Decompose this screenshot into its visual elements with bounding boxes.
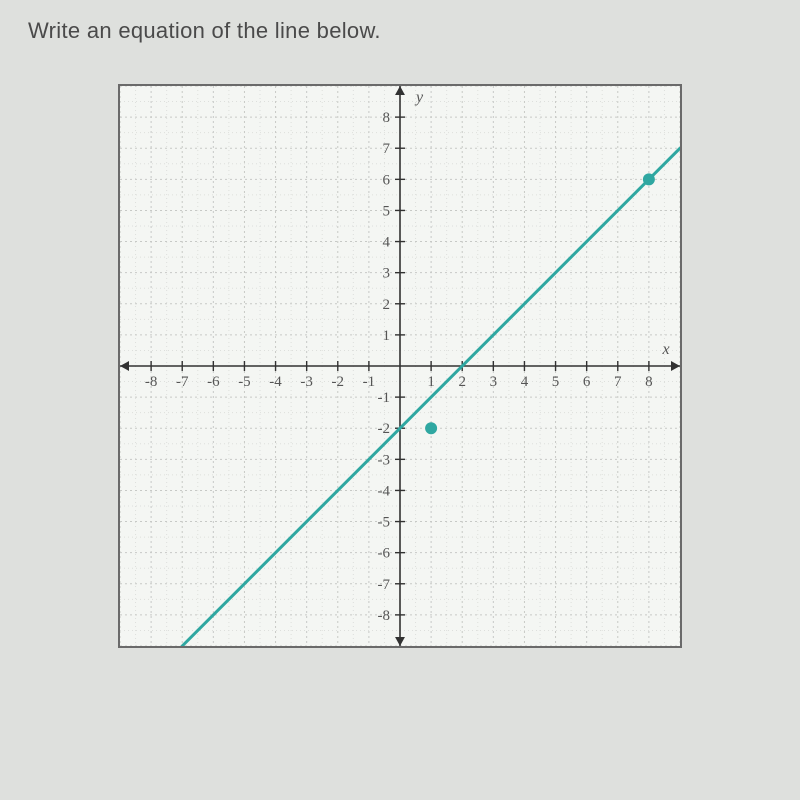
coordinate-graph: -8 -7 -6 -5 -4 -3 -2 -1 1 2 3 4 5 6 7 8 -8 -7 -6 -5 -4 -3 -2 -1… <box>118 84 682 648</box>
page-root: Write an equation of the line below. -8-… <box>0 0 800 800</box>
svg-text:-3: -3 <box>378 452 391 468</box>
svg-text:1: 1 <box>383 328 391 344</box>
svg-text:-8: -8 <box>378 608 391 624</box>
svg-text:2: 2 <box>458 374 466 390</box>
svg-text:4: 4 <box>521 374 529 390</box>
svg-text:7: 7 <box>614 374 622 390</box>
svg-text:x: x <box>661 341 669 358</box>
svg-text:-7: -7 <box>378 577 391 593</box>
svg-text:-4: -4 <box>269 374 282 390</box>
graph-svg: -8 -7 -6 -5 -4 -3 -2 -1 1 2 3 4 5 6 7 8 -8 -7 -6 -5 -4 -3 -2 -1… <box>120 86 680 646</box>
svg-text:-6: -6 <box>378 546 391 562</box>
svg-text:5: 5 <box>383 203 391 219</box>
svg-text:3: 3 <box>383 266 391 282</box>
svg-text:-2: -2 <box>378 421 391 437</box>
svg-text:-4: -4 <box>378 483 391 499</box>
svg-text:-5: -5 <box>378 515 391 531</box>
svg-text:3: 3 <box>490 374 498 390</box>
svg-text:2: 2 <box>383 297 391 313</box>
svg-text:y: y <box>414 89 424 106</box>
svg-text:6: 6 <box>583 374 591 390</box>
svg-text:6: 6 <box>383 172 391 188</box>
svg-text:8: 8 <box>645 374 653 390</box>
svg-text:8: 8 <box>383 110 391 126</box>
svg-text:7: 7 <box>383 141 391 157</box>
svg-text:-5: -5 <box>238 374 251 390</box>
svg-text:5: 5 <box>552 374 560 390</box>
svg-text:-1: -1 <box>378 390 391 406</box>
svg-text:-6: -6 <box>207 374 220 390</box>
svg-text:-7: -7 <box>176 374 189 390</box>
svg-text:-3: -3 <box>300 374 313 390</box>
svg-text:1: 1 <box>427 374 435 390</box>
svg-text:4: 4 <box>383 235 391 251</box>
svg-text:-8: -8 <box>145 374 158 390</box>
svg-text:-1: -1 <box>363 374 376 390</box>
question-prompt: Write an equation of the line below. <box>28 18 772 44</box>
svg-text:-2: -2 <box>332 374 345 390</box>
